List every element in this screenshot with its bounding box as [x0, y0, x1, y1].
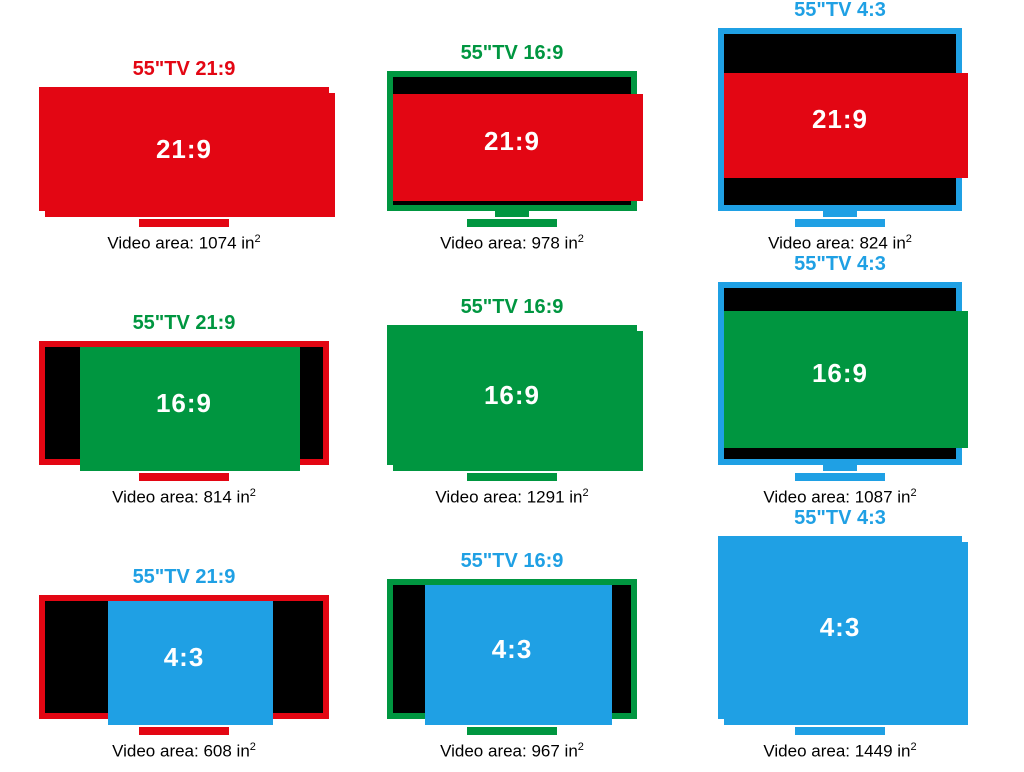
tv-unit: 4:3: [718, 536, 962, 735]
tv-stand: [795, 463, 885, 481]
tv-screen: 16:9: [387, 325, 637, 465]
content-ratio-label: 21:9: [812, 104, 868, 135]
cell-r2c3: 55"TV 4:3 16:9 Video area: 1087 in2: [676, 254, 1004, 508]
cell-r3c3: 55"TV 4:3 4:3 Video area: 1449 in2: [676, 508, 1004, 762]
video-area-caption: Video area: 608 in2: [112, 741, 256, 762]
video-area-caption: Video area: 1291 in2: [435, 487, 588, 508]
tv-screen: 21:9: [39, 87, 329, 211]
cell-r1c1: 55"TV 21:9 21:9 Video area: 1074 in2: [20, 0, 348, 254]
tv-stand-base: [795, 473, 885, 481]
tv-title: 55"TV 21:9: [133, 58, 236, 81]
tv-unit: 4:3: [39, 595, 329, 735]
content-ratio-label: 4:3: [492, 634, 533, 665]
tv-stand-base: [795, 219, 885, 227]
tv-unit: 16:9: [718, 282, 962, 481]
video-area-caption: Video area: 824 in2: [768, 233, 912, 254]
content-ratio-label: 21:9: [484, 126, 540, 157]
tv-title: 55"TV 21:9: [133, 566, 236, 589]
tv-screen: 16:9: [718, 282, 962, 465]
video-area-caption: Video area: 978 in2: [440, 233, 584, 254]
content-ratio-label: 16:9: [812, 358, 868, 389]
tv-stand-base: [467, 727, 557, 735]
tv-screen: 21:9: [387, 71, 637, 211]
video-area-caption: Video area: 1449 in2: [763, 741, 916, 762]
tv-title: 55"TV 4:3: [794, 507, 886, 530]
tv-stand-base: [795, 727, 885, 735]
cell-r3c1: 55"TV 21:9 4:3 Video area: 608 in2: [20, 508, 348, 762]
tv-unit: 4:3: [387, 579, 637, 735]
tv-screen: 21:9: [718, 28, 962, 211]
tv-title: 55"TV 16:9: [461, 42, 564, 65]
tv-screen: 4:3: [39, 595, 329, 719]
video-area-caption: Video area: 814 in2: [112, 487, 256, 508]
cell-r2c2: 55"TV 16:9 16:9 Video area: 1291 in2: [348, 254, 676, 508]
tv-unit: 16:9: [39, 341, 329, 481]
tv-unit: 21:9: [718, 28, 962, 227]
tv-stand-base: [467, 473, 557, 481]
tv-screen: 4:3: [387, 579, 637, 719]
tv-title: 55"TV 21:9: [133, 312, 236, 335]
tv-stand: [795, 209, 885, 227]
cell-r2c1: 55"TV 21:9 16:9 Video area: 814 in2: [20, 254, 348, 508]
cell-r3c2: 55"TV 16:9 4:3 Video area: 967 in2: [348, 508, 676, 762]
cell-r1c2: 55"TV 16:9 21:9 Video area: 978 in2: [348, 0, 676, 254]
tv-stand-base: [467, 219, 557, 227]
video-area-caption: Video area: 1074 in2: [107, 233, 260, 254]
tv-unit: 21:9: [39, 87, 329, 227]
cell-r1c3: 55"TV 4:3 21:9 Video area: 824 in2: [676, 0, 1004, 254]
tv-screen: 4:3: [718, 536, 962, 719]
tv-title: 55"TV 4:3: [794, 253, 886, 276]
tv-unit: 21:9: [387, 71, 637, 227]
tv-stand: [467, 209, 557, 227]
content-ratio-label: 16:9: [484, 380, 540, 411]
tv-title: 55"TV 16:9: [461, 296, 564, 319]
video-area-caption: Video area: 1087 in2: [763, 487, 916, 508]
aspect-ratio-comparison-grid: 55"TV 21:921:9Video area: 1074 in255"TV …: [0, 0, 1024, 772]
tv-stand-base: [139, 219, 229, 227]
tv-title: 55"TV 4:3: [794, 0, 886, 22]
content-ratio-label: 21:9: [156, 134, 212, 165]
tv-unit: 16:9: [387, 325, 637, 481]
content-ratio-label: 4:3: [820, 612, 861, 643]
video-area-caption: Video area: 967 in2: [440, 741, 584, 762]
content-ratio-label: 16:9: [156, 388, 212, 419]
content-ratio-label: 4:3: [164, 642, 205, 673]
tv-stand-base: [139, 727, 229, 735]
tv-screen: 16:9: [39, 341, 329, 465]
tv-stand-base: [139, 473, 229, 481]
tv-title: 55"TV 16:9: [461, 550, 564, 573]
